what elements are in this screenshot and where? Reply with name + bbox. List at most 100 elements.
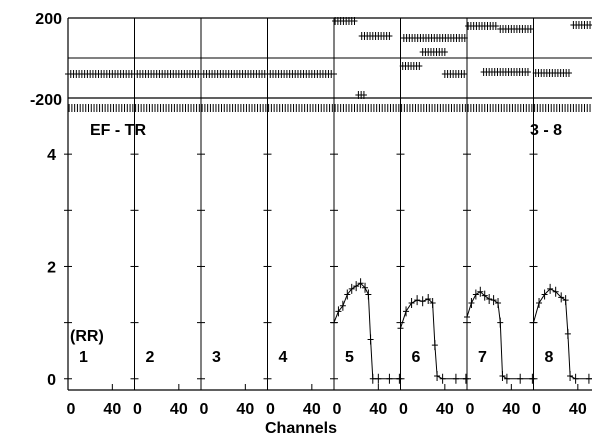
amplitude-point bbox=[585, 373, 592, 384]
polarization-label: (RR) bbox=[70, 328, 104, 345]
amplitude-point bbox=[517, 373, 524, 384]
amplitude-point bbox=[429, 297, 436, 308]
amplitude-point bbox=[452, 373, 459, 384]
amplitude-point bbox=[562, 295, 569, 306]
amplitude-point bbox=[564, 328, 571, 339]
amplitude-line bbox=[466, 291, 533, 380]
amplitude-point bbox=[464, 312, 470, 322]
amplitude-point bbox=[530, 317, 537, 328]
phase-point bbox=[351, 17, 358, 25]
amplitude-point bbox=[403, 306, 410, 317]
amplitude-point bbox=[558, 292, 565, 303]
amplitude-point bbox=[414, 295, 421, 306]
x-tick-label: 0 bbox=[532, 401, 541, 418]
x-tick-label: 0 bbox=[333, 401, 342, 418]
x-tick-label: 40 bbox=[569, 401, 587, 418]
amplitude-point bbox=[362, 282, 369, 293]
amplitude-point bbox=[472, 289, 479, 300]
amplitude-point bbox=[369, 373, 376, 384]
x-tick-label: 0 bbox=[266, 401, 275, 418]
amplitude-point bbox=[486, 294, 493, 305]
panel-label: 3 bbox=[212, 349, 221, 366]
panel-label: 7 bbox=[478, 349, 487, 366]
x-tick-label: 40 bbox=[436, 401, 454, 418]
amplitude-point bbox=[495, 297, 502, 308]
amplitude-point bbox=[396, 373, 403, 384]
baseline-label: 3 - 8 bbox=[530, 122, 562, 139]
amplitude-point bbox=[419, 296, 426, 307]
amplitude-point bbox=[344, 289, 351, 300]
x-tick-label: 0 bbox=[133, 401, 142, 418]
phase-point bbox=[416, 62, 423, 70]
phase-point bbox=[524, 68, 531, 76]
phase-y-tick-label: -200 bbox=[30, 92, 62, 109]
amplitude-point bbox=[434, 370, 441, 381]
amplitude-point bbox=[367, 334, 374, 345]
amplitude-point bbox=[468, 297, 475, 308]
amplitude-point bbox=[490, 295, 497, 306]
x-tick-label: 40 bbox=[103, 401, 121, 418]
amplitude-point bbox=[552, 286, 559, 297]
x-tick-label: 40 bbox=[236, 401, 254, 418]
phase-point bbox=[360, 91, 367, 99]
x-tick-label: 40 bbox=[303, 401, 321, 418]
phase-point bbox=[386, 32, 393, 40]
amplitude-point bbox=[339, 300, 346, 311]
amplitude-point bbox=[541, 289, 548, 300]
x-tick-label: 40 bbox=[170, 401, 188, 418]
amplitude-point bbox=[365, 289, 372, 300]
x-tick-label: 0 bbox=[466, 401, 475, 418]
phase-point bbox=[461, 70, 468, 78]
amplitude-point bbox=[477, 286, 484, 297]
amplitude-line bbox=[400, 298, 466, 380]
phase-point bbox=[441, 48, 448, 56]
panel-label: 5 bbox=[345, 349, 354, 366]
phase-point bbox=[492, 22, 499, 30]
amplitude-y-tick-label: 2 bbox=[47, 259, 56, 276]
amplitude-point bbox=[439, 373, 446, 384]
panel-label: 1 bbox=[79, 349, 88, 366]
amplitude-point bbox=[397, 323, 404, 334]
panel-label: 2 bbox=[146, 349, 155, 366]
x-tick-label: 40 bbox=[502, 401, 520, 418]
amplitude-point bbox=[353, 281, 360, 292]
amplitude-point bbox=[357, 278, 364, 289]
x-tick-label: 0 bbox=[200, 401, 209, 418]
panel-label: 4 bbox=[279, 349, 288, 366]
amplitude-point bbox=[462, 373, 469, 384]
amplitude-point bbox=[567, 370, 574, 381]
data-marks bbox=[65, 17, 592, 384]
amplitude-y-tick-label: 0 bbox=[47, 372, 56, 389]
phase-point bbox=[527, 25, 534, 33]
phase-y-tick-label: 200 bbox=[35, 11, 62, 28]
amplitude-point bbox=[375, 373, 382, 384]
phase-point bbox=[565, 69, 572, 77]
phase-point bbox=[589, 24, 592, 26]
panel-label: 8 bbox=[545, 349, 554, 366]
x-axis-label: Channels bbox=[265, 420, 337, 437]
corner-label: EF - TR bbox=[90, 122, 146, 139]
amplitude-point bbox=[503, 373, 510, 384]
amplitude-point bbox=[547, 283, 554, 294]
amplitude-line bbox=[533, 288, 592, 380]
amplitude-line bbox=[333, 282, 400, 380]
phase-point bbox=[461, 34, 468, 42]
amplitude-point bbox=[497, 317, 504, 328]
amplitude-point bbox=[425, 294, 432, 305]
panel-label: 6 bbox=[412, 349, 421, 366]
amplitude-y-tick-label: 4 bbox=[47, 147, 56, 164]
x-tick-label: 0 bbox=[67, 401, 76, 418]
amplitude-point bbox=[386, 373, 393, 384]
x-tick-label: 40 bbox=[369, 401, 387, 418]
amplitude-point bbox=[331, 317, 337, 328]
phase-point bbox=[331, 70, 337, 78]
x-tick-label: 0 bbox=[399, 401, 408, 418]
amplitude-point bbox=[529, 373, 536, 384]
amplitude-point bbox=[348, 283, 355, 294]
amplitude-point bbox=[536, 297, 543, 308]
amplitude-point bbox=[335, 306, 342, 317]
amplitude-point bbox=[408, 297, 415, 308]
amplitude-point bbox=[572, 373, 579, 384]
